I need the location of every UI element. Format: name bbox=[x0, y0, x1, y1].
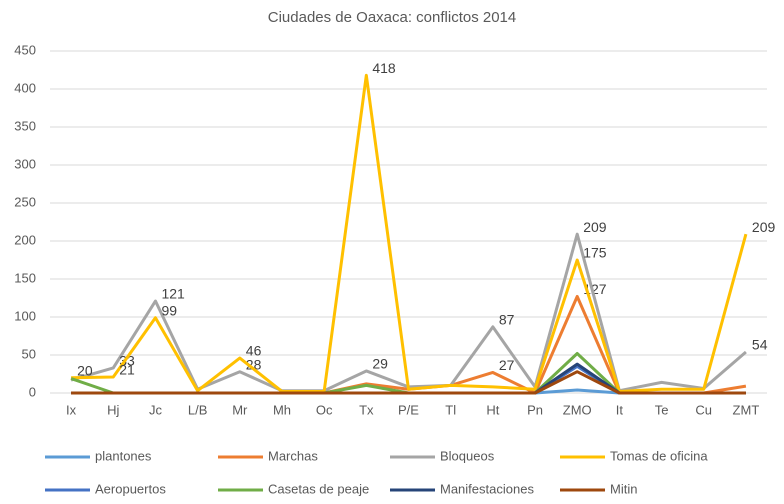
legend-label: Mitin bbox=[610, 481, 637, 496]
x-tick-label: Tl bbox=[445, 402, 456, 417]
x-tick-label: Te bbox=[655, 402, 669, 417]
x-tick-label: Mr bbox=[232, 402, 248, 417]
x-tick-label: Pn bbox=[527, 402, 543, 417]
series-line bbox=[71, 73, 748, 393]
x-tick-label: Oc bbox=[316, 402, 333, 417]
x-tick-label: P/E bbox=[398, 402, 419, 417]
x-tick-label: Jc bbox=[149, 402, 163, 417]
data-label: 209 bbox=[583, 219, 607, 235]
y-tick-label: 0 bbox=[29, 384, 36, 399]
data-label: 121 bbox=[161, 286, 185, 302]
data-label: 46 bbox=[246, 343, 262, 359]
x-tick-label: Ht bbox=[486, 402, 499, 417]
legend-label: Bloqueos bbox=[440, 448, 495, 463]
data-label: 21 bbox=[119, 362, 135, 378]
x-tick-label: L/B bbox=[188, 402, 208, 417]
x-tick-label: Tx bbox=[359, 402, 374, 417]
legend-label: Casetas de peaje bbox=[268, 481, 369, 496]
y-tick-label: 150 bbox=[14, 270, 36, 285]
x-tick-label: ZMO bbox=[563, 402, 592, 417]
chart-title: Ciudades de Oaxaca: conflictos 2014 bbox=[268, 9, 517, 26]
series-line bbox=[71, 370, 746, 395]
x-tick-label: ZMT bbox=[733, 402, 760, 417]
y-tick-label: 50 bbox=[22, 346, 36, 361]
legend-label: Aeropuertos bbox=[95, 481, 166, 496]
data-label: 209 bbox=[752, 219, 776, 235]
y-tick-label: 250 bbox=[14, 194, 36, 209]
y-tick-label: 400 bbox=[14, 80, 36, 95]
y-tick-label: 100 bbox=[14, 308, 36, 323]
data-label: 20 bbox=[77, 363, 93, 379]
data-label: 27 bbox=[499, 357, 515, 373]
x-tick-label: Ix bbox=[66, 402, 77, 417]
x-tick-label: Hj bbox=[107, 402, 119, 417]
y-tick-label: 450 bbox=[14, 42, 36, 57]
legend-label: Tomas de oficina bbox=[610, 448, 708, 463]
legend-label: Marchas bbox=[268, 448, 318, 463]
legend-label: plantones bbox=[95, 448, 152, 463]
y-tick-label: 350 bbox=[14, 118, 36, 133]
x-tick-label: It bbox=[616, 402, 624, 417]
y-tick-label: 200 bbox=[14, 232, 36, 247]
data-label: 54 bbox=[752, 337, 768, 353]
data-label: 29 bbox=[372, 356, 388, 372]
data-label: 175 bbox=[583, 245, 607, 261]
data-label: 28 bbox=[246, 356, 262, 372]
data-label: 418 bbox=[372, 60, 396, 76]
x-tick-label: Mh bbox=[273, 402, 291, 417]
y-tick-label: 300 bbox=[14, 156, 36, 171]
legend-label: Manifestaciones bbox=[440, 481, 534, 496]
data-label: 87 bbox=[499, 312, 515, 328]
data-label: 99 bbox=[161, 302, 177, 318]
x-tick-label: Cu bbox=[695, 402, 712, 417]
